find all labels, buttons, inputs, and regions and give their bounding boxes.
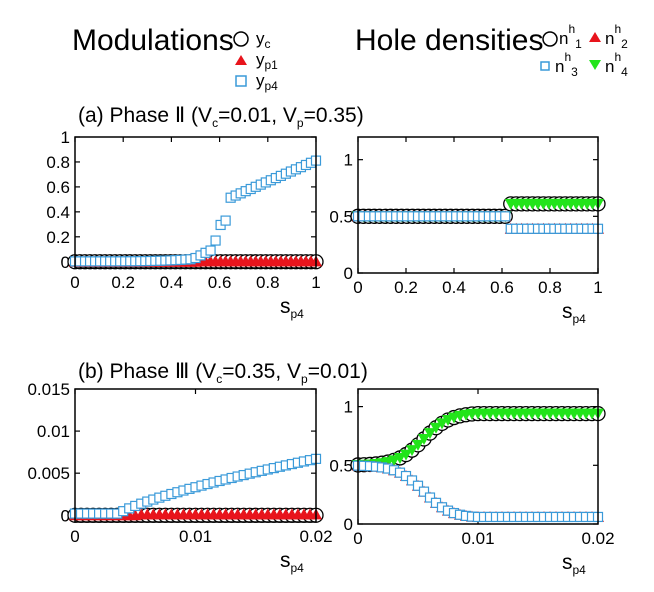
x-tick-label: 1: [311, 273, 320, 292]
data-point: [210, 235, 221, 246]
data-point: [424, 428, 436, 440]
x-axis-label: sp4: [280, 295, 304, 321]
data-point: [418, 486, 430, 497]
y-tick-label: 0.5: [329, 456, 353, 475]
x-axis-label: sp4: [562, 300, 586, 326]
y-tick-label: 0.8: [46, 153, 70, 172]
y-tick-label: 1: [344, 398, 353, 417]
legend-n4-marker: [589, 60, 601, 70]
data-point: [205, 245, 216, 256]
y-tick-label: 0: [344, 264, 353, 283]
x-tick-label: 0.4: [160, 273, 184, 292]
legend-yp1-label: yp1: [256, 50, 278, 72]
plot-frame: [357, 136, 599, 274]
plot-frame: [74, 388, 317, 523]
x-tick-label: 0.2: [394, 278, 418, 297]
x-tick-label: 0.8: [256, 273, 280, 292]
y-tick-label: 0.5: [329, 207, 353, 226]
legend-n1-label: nh1: [559, 22, 582, 51]
legend-n3-marker: [540, 61, 550, 71]
x-tick-label: 0.02: [299, 527, 332, 546]
data-point: [424, 492, 436, 503]
x-tick-label: 0.6: [208, 273, 232, 292]
data-point: [220, 215, 231, 226]
y-tick-label: 0.2: [46, 228, 70, 247]
y-tick-label: 1: [344, 151, 353, 170]
panel-a-label: (a) Phase Ⅱ (Vc=0.01, Vp=0.35): [78, 104, 364, 130]
hole-densities-title: Hole densities: [355, 24, 543, 57]
plots: 0 0.2 0.4 0.6 0.8 1 0 0.2 0.4 0.6 0.8 1 sp4 0 0.2 0.4 0.…: [27, 128, 614, 577]
series-yp4: [69, 155, 322, 267]
legend-yp4-marker: [235, 75, 247, 87]
series-n3: [352, 211, 604, 234]
x-axis-label: sp4: [562, 551, 586, 577]
legend-n2-label: nh2: [605, 22, 628, 51]
x-tick-label: 0.6: [490, 278, 514, 297]
plot-frame: [357, 388, 599, 525]
data-point: [412, 480, 424, 491]
y-tick-label: 0.6: [46, 178, 70, 197]
x-tick-label: 1: [593, 278, 602, 297]
data-point: [500, 211, 511, 222]
y-tick-label: 0: [61, 506, 70, 525]
legend-yp4-label: yp4: [256, 71, 278, 93]
y-tick-label: 0: [344, 515, 353, 534]
modulations-title: Modulations: [72, 24, 234, 57]
x-tick-label: 0.02: [581, 529, 614, 548]
legend-yc-label: yc: [256, 29, 271, 51]
data-point: [394, 452, 406, 464]
data-point: [430, 422, 442, 434]
series-yp4: [69, 453, 322, 519]
x-tick-label: 0: [353, 278, 362, 297]
x-tick-label: 0.8: [538, 278, 562, 297]
data-point: [400, 449, 412, 461]
y-tick-label: 0.4: [46, 203, 70, 222]
y-tick-label: 0.015: [27, 380, 70, 399]
data-point: [406, 445, 418, 457]
x-axis-label: sp4: [280, 549, 304, 575]
legend-yc-marker: [233, 31, 249, 47]
x-tick-label: 0: [353, 529, 362, 548]
x-tick-label: 0.01: [179, 527, 212, 546]
panel-a-left: 0 0.2 0.4 0.6 0.8 1 0 0.2 0.4 0.6 0.8 1 sp4: [46, 128, 324, 321]
data-point: [418, 433, 430, 445]
series-n3: [352, 460, 604, 523]
x-tick-label: 0: [70, 527, 79, 546]
y-tick-label: 0.005: [27, 464, 70, 483]
legend-n2-marker: [589, 32, 601, 42]
legend-hole-densities: nh1 nh2 nh3 nh4: [540, 22, 628, 79]
plot-frame: [74, 136, 317, 269]
y-tick-label: 0: [61, 253, 70, 272]
y-tick-label: 0.01: [37, 422, 70, 441]
panel-b-left: 0 0.01 0.02 0 0.005 0.01 0.015 sp4: [27, 380, 332, 575]
x-tick-label: 0.01: [461, 529, 494, 548]
data-point: [412, 439, 424, 451]
legend-yp1-marker: [235, 55, 247, 65]
panel-b-label: (b) Phase Ⅲ (Vc=0.35, Vp=0.01): [78, 360, 368, 386]
legend-n3-label: nh3: [555, 50, 578, 79]
data-point: [436, 418, 448, 430]
legend-modulations: yc yp1 yp4: [233, 29, 278, 93]
x-tick-label: 0.2: [111, 273, 135, 292]
legend-n4-label: nh4: [605, 50, 628, 79]
x-tick-label: 0.4: [442, 278, 466, 297]
x-tick-label: 0: [70, 273, 79, 292]
data-point: [406, 475, 418, 486]
panel-a-right: 0 0.2 0.4 0.6 0.8 1 0 0.5 1 sp4: [329, 136, 606, 326]
y-tick-label: 1: [61, 128, 70, 147]
panel-b-right: 0 0.01 0.02 0 0.5 1 sp4: [329, 388, 615, 577]
legend-n1-marker: [542, 31, 558, 47]
